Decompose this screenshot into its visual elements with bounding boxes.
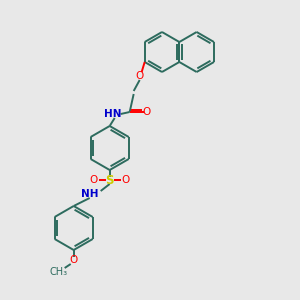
Text: CH₃: CH₃ [50, 267, 68, 277]
Text: O: O [136, 71, 144, 81]
Text: O: O [142, 107, 151, 117]
Text: HN: HN [104, 109, 122, 119]
Text: S: S [105, 173, 114, 187]
Text: O: O [122, 175, 130, 185]
Text: O: O [90, 175, 98, 185]
Text: O: O [70, 255, 78, 265]
Text: NH: NH [81, 189, 98, 199]
